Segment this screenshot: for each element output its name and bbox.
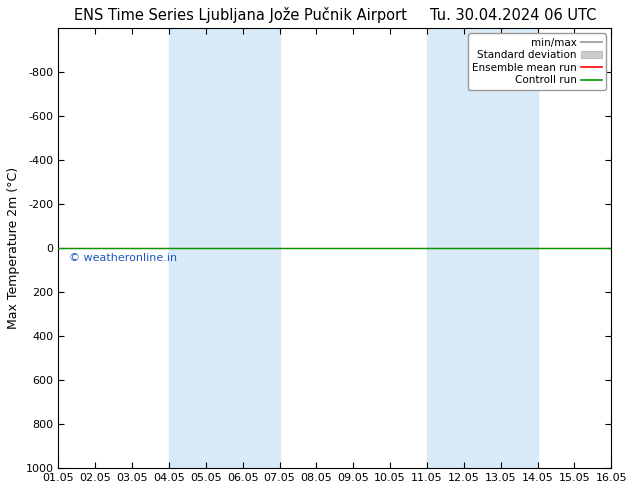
Bar bbox=[427, 28, 538, 468]
Y-axis label: Max Temperature 2m (°C): Max Temperature 2m (°C) bbox=[7, 167, 20, 329]
Title: ENS Time Series Ljubljana Jože Pučnik Airport     Tu. 30.04.2024 06 UTC: ENS Time Series Ljubljana Jože Pučnik Ai… bbox=[74, 7, 596, 23]
Legend: min/max, Standard deviation, Ensemble mean run, Controll run: min/max, Standard deviation, Ensemble me… bbox=[468, 33, 606, 90]
Bar bbox=[169, 28, 280, 468]
Text: © weatheronline.in: © weatheronline.in bbox=[69, 253, 178, 263]
